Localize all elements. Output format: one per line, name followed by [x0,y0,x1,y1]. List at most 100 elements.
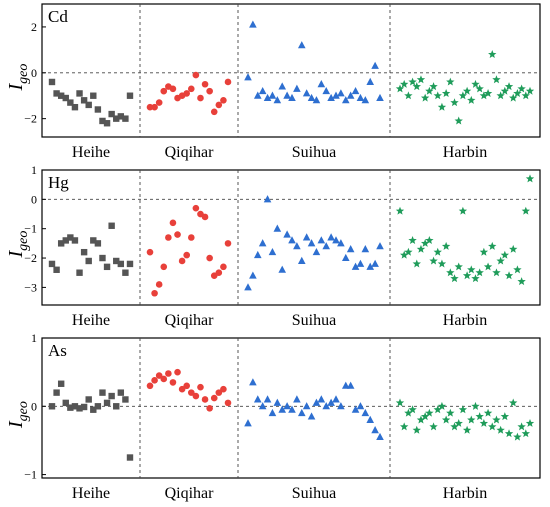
data-point [288,93,296,102]
category-label-harbin: Harbin [443,312,487,329]
data-point [361,245,370,253]
data-point [174,231,181,238]
data-point [224,240,232,247]
data-point [201,80,209,88]
data-point [183,382,191,390]
data-point [420,412,430,421]
series-heihe [48,78,134,127]
data-point [253,91,262,99]
data-point [307,93,316,102]
category-label-suihua: Suihua [292,485,336,502]
data-point [197,94,204,102]
data-point [483,262,493,271]
data-point [80,403,88,411]
data-point [288,236,296,244]
panel-as: 1 0 −1 As Igeo Heihe Qiqihar Suihua Harbin [5,331,541,502]
data-point [332,91,340,99]
data-point [187,85,195,93]
data-point [268,408,277,417]
data-point [462,271,472,280]
y-axis-label: Igeo [5,231,31,259]
data-point [458,405,468,414]
category-label-harbin: Harbin [443,485,487,502]
data-point [525,174,535,183]
data-point [437,102,447,111]
data-point [492,268,501,277]
data-point [351,262,360,270]
data-point [244,419,252,427]
data-point [376,432,384,441]
data-point [327,93,335,102]
data-point [117,260,125,268]
data-point [341,381,350,389]
data-point [94,106,102,113]
data-point [479,418,489,427]
series-suihua [244,20,384,104]
data-point [62,94,69,102]
data-point [249,271,257,279]
data-point [99,389,106,396]
data-point [488,422,497,431]
data-point [429,82,438,91]
data-point [253,250,262,259]
data-point [258,239,267,247]
data-point [220,263,227,271]
data-point [94,240,102,247]
data-point [433,405,442,414]
data-point [346,381,355,389]
data-point [479,91,489,100]
data-point [479,247,489,256]
data-point [454,418,463,427]
data-point [341,96,350,104]
series-heihe [48,380,134,461]
data-point [416,75,426,84]
data-point [71,403,79,410]
category-label-suihua: Suihua [292,144,336,161]
data-point [71,237,79,244]
data-point [117,113,125,120]
data-point [504,429,514,438]
data-point [509,93,518,102]
data-point [312,247,321,256]
data-point [412,425,421,434]
data-point [268,247,277,256]
data-point [467,95,476,104]
data-point [263,195,272,203]
data-point [113,115,120,122]
data-point [371,61,379,69]
data-point [492,415,501,424]
data-point [151,289,158,297]
data-point [488,241,497,250]
data-point [500,86,510,95]
data-point [197,383,204,391]
panel-hg: 1 0 −1 −2 −3 Hg Igeo Heihe Qiqihar Suihua Harbin [5,163,541,329]
category-label-qiqihar: Qiqihar [165,312,215,329]
data-point [293,395,301,403]
data-point [273,224,282,232]
data-point [57,92,65,99]
data-point [215,101,223,109]
data-point [258,402,267,410]
data-point [366,415,375,423]
data-point [351,405,360,413]
data-point [408,77,417,86]
data-point [513,89,522,97]
series-suihua [244,195,384,291]
data-point [183,90,191,97]
data-point [249,20,257,28]
data-point [327,233,335,241]
data-point [429,256,438,265]
data-point [288,405,296,413]
data-point [103,263,111,271]
y-axis-label: Igeo [5,64,31,92]
data-point [283,91,291,99]
series-qiqihar [146,71,232,116]
data-point [408,405,417,414]
data-point [376,242,384,250]
data-point [356,259,365,267]
data-point [62,237,69,244]
data-point [521,429,530,438]
data-point [517,422,526,431]
data-point [85,257,92,265]
panel-title: As [48,341,67,360]
